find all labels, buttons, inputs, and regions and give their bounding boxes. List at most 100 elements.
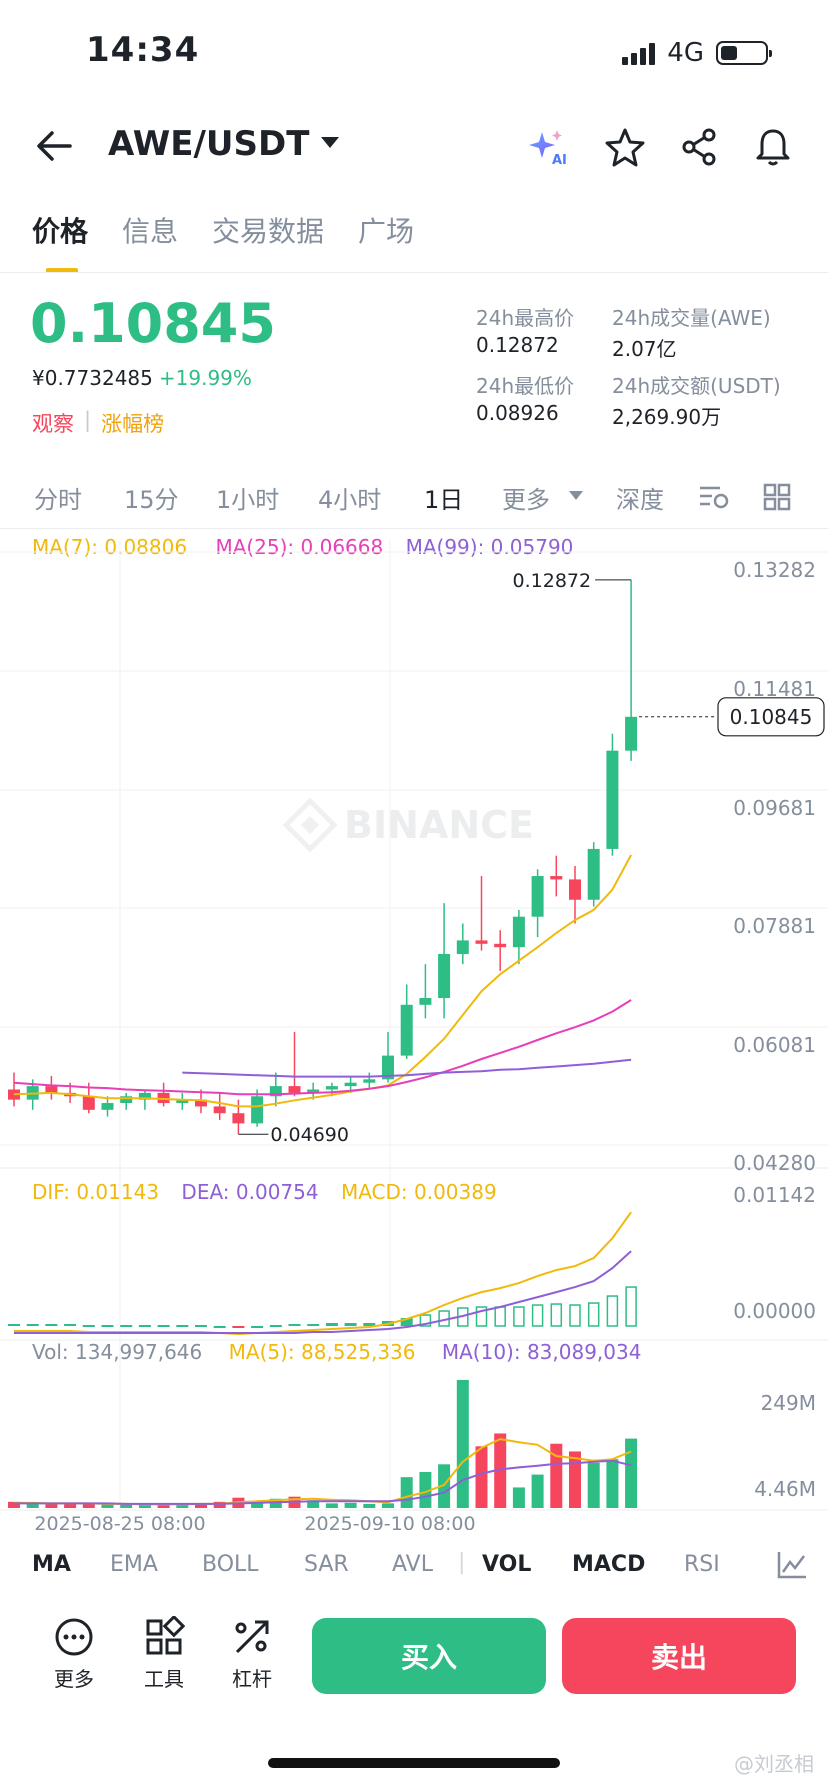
candle-body [138,1092,151,1100]
favorite-star-icon[interactable] [604,126,646,168]
dif-label: DIF: 0.01143 [32,1180,160,1204]
vol-tick-label: 249M [761,1391,816,1415]
more-dots-icon [55,1618,93,1656]
home-indicator [268,1758,560,1768]
indicator-settings-icon[interactable] [776,1550,808,1580]
tab-info[interactable]: 信息 [122,215,179,248]
pair-title[interactable]: AWE/USDT [108,124,310,164]
candle-body [382,1055,394,1080]
tag-gainers[interactable]: 涨幅榜 [101,412,165,436]
ma99-line [182,1058,632,1078]
macd-bar [45,1324,58,1327]
low-value: 0.08926 [476,401,559,425]
indicator-ema[interactable]: EMA [110,1552,158,1577]
macd-bar [494,1306,506,1327]
leverage-icon [235,1620,269,1654]
macd-bar [513,1306,525,1327]
ai-sparkle-icon[interactable]: AI [526,126,568,168]
macd-bar [307,1324,320,1327]
more-label: 更多 [54,1667,94,1691]
tools-tool[interactable]: 工具 [134,1614,194,1692]
vol-tick-label: 4.46M [754,1477,816,1501]
ma-legend: MA(7): 0.08806 MA(25): 0.06668 MA(99): 0… [32,535,573,559]
indicator-macd[interactable]: MACD [572,1552,646,1577]
macd-bar [325,1323,338,1326]
volume-bar [307,1500,320,1508]
candle-body [606,750,619,849]
interval-time[interactable]: 分时 [34,486,82,514]
date-label: 2025-08-25 08:00 [34,1513,205,1530]
high-label: 24h最高价 [476,306,575,330]
leverage-tool[interactable]: 杠杆 [222,1616,282,1692]
candle-body [512,916,525,948]
indicator-vol[interactable]: VOL [482,1552,532,1577]
leverage-label: 杠杆 [232,1667,272,1691]
volume-bar [251,1500,264,1508]
high-marker-label: 0.12872 [513,570,592,592]
volume-bar [494,1433,507,1508]
tag-watch[interactable]: 观察 [32,412,74,436]
macd-bar [269,1325,282,1328]
cny-value: ¥0.7732485 [32,366,153,390]
tabs-divider [0,272,828,273]
price-tick-label: 0.07881 [733,914,816,938]
more-caret-icon[interactable] [568,490,584,501]
sell-button[interactable]: 卖出 [562,1618,796,1694]
binance-watermark: BINANCE [282,797,534,853]
interval-1h[interactable]: 1小时 [216,486,280,514]
volume-bar [195,1503,207,1508]
bell-icon[interactable] [752,126,794,168]
kline-chart[interactable]: BINANCE 0.12872 0.04690 0.10845 0.13282 0.11… [0,540,828,1530]
interval-1d[interactable]: 1日 [424,486,464,514]
pair-dropdown-icon[interactable] [320,136,340,150]
low-marker-label: 0.04690 [270,1124,349,1146]
ma7-line [13,854,632,1108]
chart-settings-icon[interactable] [698,482,730,512]
macd-bar [587,1302,600,1327]
vol-legend: Vol: 134,997,646 MA(5): 88,525,336 MA(10… [32,1340,641,1364]
indicator-ma[interactable]: MA [32,1552,71,1577]
indicator-sar[interactable]: SAR [304,1552,349,1577]
amount-value: 2,269.90万 [612,405,722,429]
indicator-rsi[interactable]: RSI [684,1552,720,1577]
interval-4h[interactable]: 4小时 [318,486,382,514]
tab-trading-data[interactable]: 交易数据 [212,215,325,248]
tools-grid-icon [146,1614,186,1655]
interval-more[interactable]: 更多 [502,486,550,514]
macd-bar [569,1304,581,1327]
volume-bar [176,1503,189,1508]
last-price: 0.10845 [30,292,276,355]
share-icon[interactable] [678,126,720,168]
macd-label: MACD: 0.00389 [340,1180,497,1204]
buy-button[interactable]: 买入 [312,1618,546,1694]
price-tick-label: 0.04280 [733,1151,816,1175]
macd-bar [101,1325,114,1328]
macd-bar [400,1318,413,1326]
chart-grid [0,540,828,1511]
low-label: 24h最低价 [476,374,575,398]
indicator-boll[interactable]: BOLL [202,1552,259,1577]
interval-depth[interactable]: 深度 [616,486,664,514]
volume-bar [213,1501,226,1508]
vol-ma5-label: MA(5): 88,525,336 [228,1340,416,1364]
status-time: 14:34 [86,30,200,70]
macd-bar [138,1325,151,1328]
candle-body [269,1086,282,1097]
dea-label: DEA: 0.00754 [181,1180,319,1204]
volume-bar [531,1474,544,1508]
back-arrow-icon[interactable] [30,122,78,170]
grid-layout-icon[interactable] [762,482,792,512]
candle-body [587,848,600,900]
macd-bar [251,1326,264,1328]
tab-price[interactable]: 价格 [32,215,89,248]
candle-body [8,1089,20,1100]
price-tick-label: 0.11481 [733,677,816,701]
vol-value-label: Vol: 134,997,646 [32,1340,203,1364]
more-tool[interactable]: 更多 [44,1616,104,1692]
interval-15m[interactable]: 15分 [124,486,179,514]
volume-bar [587,1462,600,1508]
volume-panel [8,1380,638,1508]
indicator-avl[interactable]: AVL [392,1552,433,1577]
macd-bar [64,1324,77,1327]
tab-square[interactable]: 广场 [358,215,415,248]
